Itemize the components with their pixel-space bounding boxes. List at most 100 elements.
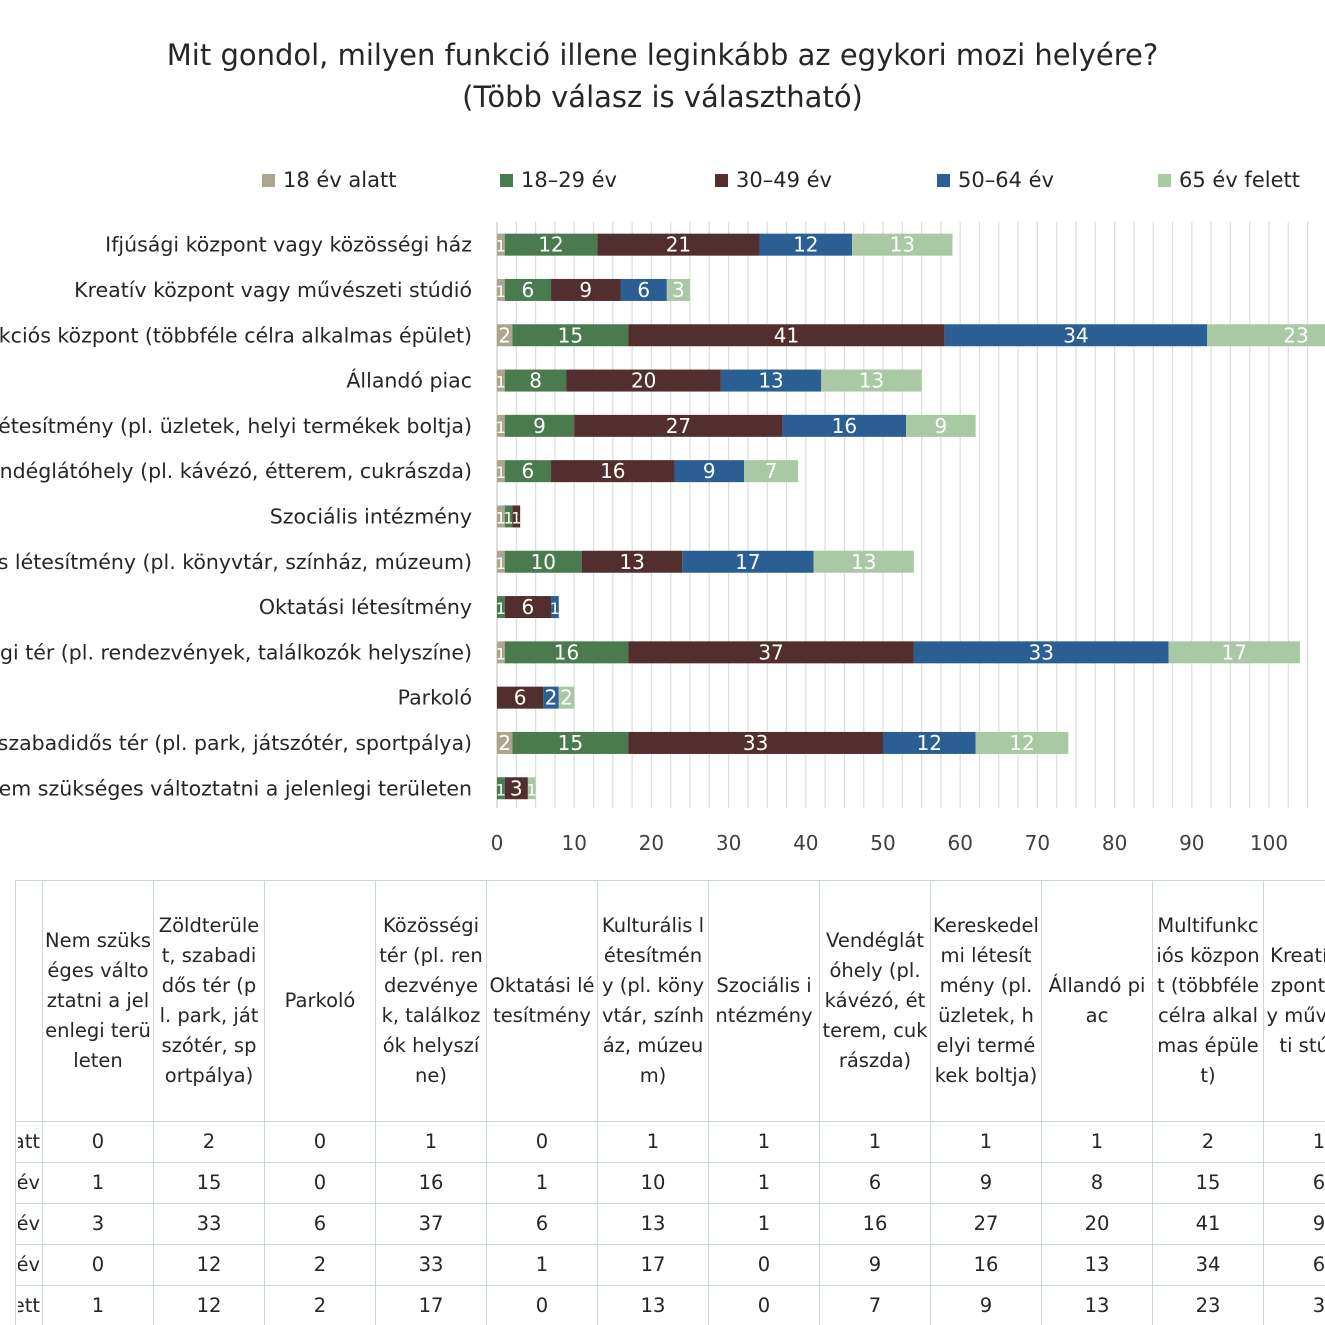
legend-item: 65 év felett [1158,165,1300,195]
legend-label: 65 év felett [1179,168,1300,192]
bar-segment [504,596,552,619]
table-cell: 2 [1152,1121,1264,1163]
bar-segment [504,233,598,256]
table-cell: 12 [153,1244,265,1286]
bar-segment [497,369,505,392]
legend-item: 18–29 év [500,165,617,195]
bar-segment [906,414,976,437]
table-cell: 17 [597,1244,709,1286]
bar-segment [497,641,505,664]
table-row-label: 18 év alatt [15,1121,43,1163]
table-cell: 0 [264,1121,376,1163]
table-cell: 0 [486,1285,598,1325]
bar-segment [1168,641,1300,664]
data-label: 3 [510,776,523,800]
data-label: 20 [631,369,656,393]
bar-segment [628,641,914,664]
data-label: 12 [538,233,563,257]
category-label: Parkoló [398,686,472,710]
category-label: Kereskedelmi létesítmény (pl. üzletek, h… [0,414,472,438]
bar-segment [527,777,536,800]
table-cell: 6 [1263,1244,1325,1286]
table-cell: 23 [1152,1285,1264,1325]
bar-segment [628,324,945,347]
table-cell: 0 [486,1121,598,1163]
data-label: 17 [735,550,760,574]
data-label: 15 [558,731,583,755]
bar-segment [504,414,575,437]
table-cell: 9 [1263,1203,1325,1245]
data-label: 17 [1222,640,1247,664]
table-row-label: 18–29 év [15,1162,43,1204]
table-header-cell [15,880,43,1122]
bar-chart: 0 10 20 30 40 50 60 70 80 90 100 Ifjúsági központ v… [0,222,1325,855]
chart-subtitle: (Több válasz is választható) [462,80,863,114]
table-cell: 10 [597,1162,709,1204]
category-label: Közösségi tér (pl. rendezvények, találko… [0,640,472,664]
bar-segment [628,731,883,754]
data-label: 12 [1009,731,1034,755]
data-label: 6 [522,278,535,302]
data-label: 13 [859,369,884,393]
bar-segment [720,369,822,392]
table-cell: 1 [486,1162,598,1204]
legend-swatch [1158,173,1171,187]
bar-segment [551,460,675,483]
table-cell: 6 [486,1203,598,1245]
table-row-label: 30–49 év [15,1203,43,1245]
bar-segment [497,460,505,483]
table-cell: 0 [264,1162,376,1204]
data-label: 13 [890,233,915,257]
x-tick-label: 80 [1102,831,1127,855]
table-cell: 9 [930,1285,1042,1325]
bar-segment [782,414,907,437]
table-cell: 15 [153,1162,265,1204]
legend-label: 50–64 év [958,168,1054,192]
table-cell: 13 [1041,1285,1153,1325]
data-label: 6 [514,686,527,710]
data-label: 16 [600,459,625,483]
table-cell: 2 [153,1121,265,1163]
data-label: 6 [522,459,535,483]
legend-item: 18 év alatt [262,165,396,195]
table-header-cell: Nem szükséges változtatni a jelenlegi te… [42,880,154,1122]
category-label: Multifunkciós központ (többféle célra al… [0,323,472,347]
table-cell: 41 [1152,1203,1264,1245]
data-label: 7 [765,459,778,483]
bar-segment [497,731,513,754]
bar-segment [497,414,505,437]
table-row-label: 50–64 év [15,1244,43,1286]
bar-segment [512,505,521,528]
table-cell: 0 [42,1121,154,1163]
bar-segment [504,641,629,664]
bar-segment [674,460,745,483]
data-label: 1 [496,418,506,437]
table-header-cell: Szociális intézmény [708,880,820,1122]
category-label: Vendéglátóhely (pl. kávézó, étterem, cuk… [0,459,472,483]
x-tick-label: 20 [639,831,664,855]
table-cell: 9 [819,1244,931,1286]
legend-swatch [715,173,728,187]
data-label: 1 [496,644,506,663]
x-tick-label: 70 [1025,831,1050,855]
x-tick-label: 50 [870,831,895,855]
table-cell: 12 [153,1285,265,1325]
legend-label: 18–29 év [521,168,617,192]
data-label: 6 [637,278,650,302]
bar-segment [497,777,505,800]
table-cell: 1 [1041,1121,1153,1163]
table-cell: 1 [708,1203,820,1245]
table-cell: 13 [1041,1244,1153,1286]
table-header-cell: Állandó piac [1041,880,1153,1122]
bar-segment [497,550,505,573]
table-cell: 1 [819,1121,931,1163]
data-table-container: Nem szükséges változtatni a jelenlegi te… [15,880,1325,1325]
data-label: 13 [851,550,876,574]
data-label: 1 [496,508,506,527]
table-header-cell: Kreatív központ vagy művészeti stúdió [1263,880,1325,1122]
data-label: 1 [527,780,537,799]
table-cell: 6 [264,1203,376,1245]
data-label: 12 [917,731,942,755]
table-cell: 13 [597,1203,709,1245]
